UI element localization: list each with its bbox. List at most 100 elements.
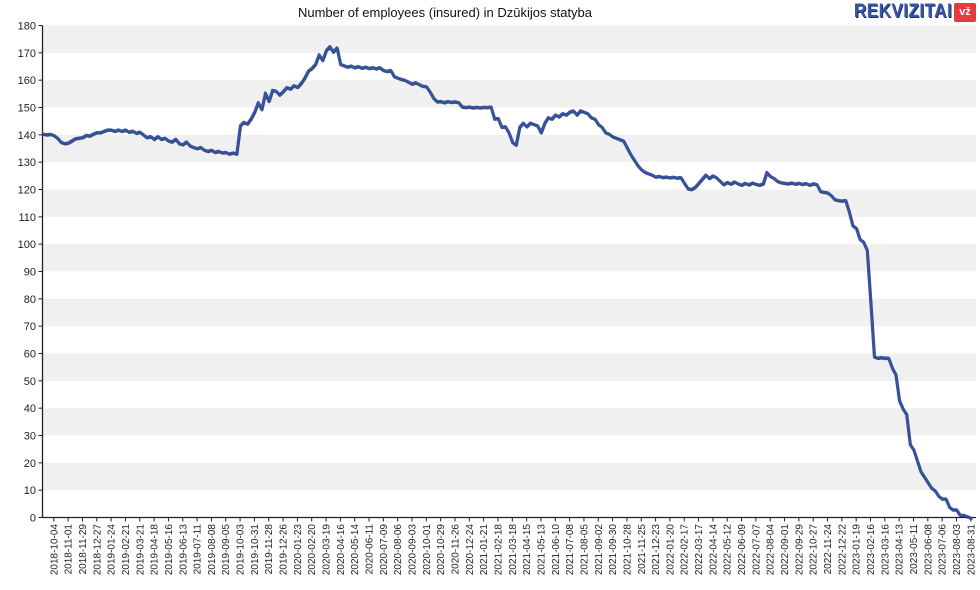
x-tick-label: 2021-10-28 (622, 524, 633, 576)
brand-logo[interactable]: REKVIZITAI vž (843, 2, 976, 22)
y-tick-label: 170 (18, 48, 36, 60)
brand-name: REKVIZITAI (853, 1, 952, 22)
x-tick-label: 2019-08-08 (207, 524, 218, 576)
x-tick-label: 2021-12-23 (651, 524, 662, 576)
x-tick-label: 2022-06-09 (737, 524, 748, 576)
x-tick-label: 2018-11-01 (64, 524, 75, 575)
x-tick-label: 2020-11-26 (450, 524, 461, 575)
x-tick-label: 2021-09-02 (594, 524, 605, 576)
x-tick-label: 2022-09-29 (794, 524, 805, 576)
plot-band (42, 80, 976, 108)
x-tick-label: 2019-10-03 (236, 524, 247, 576)
x-tick-label: 2022-02-17 (680, 524, 691, 576)
y-tick-label: 100 (18, 239, 36, 251)
x-tick-label: 2022-08-04 (766, 524, 777, 576)
y-tick-label: 0 (30, 513, 36, 525)
plot-band (42, 353, 976, 381)
x-tick-label: 2022-01-20 (665, 524, 676, 576)
x-tick-label: 2022-03-17 (694, 524, 705, 576)
y-tick-label: 140 (18, 130, 36, 142)
y-tick-label: 110 (18, 212, 36, 224)
plot-band (42, 134, 976, 163)
x-tick-label: 2020-07-09 (379, 524, 390, 576)
plot-band (42, 189, 976, 217)
x-tick-label: 2019-06-13 (178, 524, 189, 576)
x-tick-label: 2022-11-24 (823, 524, 834, 575)
x-tick-label: 2023-02-16 (866, 524, 877, 576)
x-tick-label: 2023-08-03 (952, 524, 963, 576)
y-tick-label: 40 (24, 403, 36, 415)
x-tick-label: 2019-12-26 (279, 524, 290, 576)
x-tick-label: 2021-02-18 (493, 524, 504, 576)
x-tick-label: 2022-10-27 (809, 524, 820, 576)
x-tick-label: 2023-05-11 (909, 524, 920, 575)
y-tick-label: 70 (24, 321, 36, 333)
y-tick-label: 10 (24, 485, 36, 497)
x-tick-label: 2019-04-18 (150, 524, 161, 576)
x-tick-label: 2019-01-24 (107, 524, 118, 576)
x-tick-label: 2021-09-30 (608, 524, 619, 576)
chart-line-shadow (41, 45, 973, 521)
chart-line (41, 44, 972, 519)
x-tick-label: 2019-07-11 (193, 524, 204, 575)
x-tick-label: 2023-08-31 (966, 524, 977, 576)
x-tick-label: 2023-01-19 (852, 524, 863, 576)
x-tick-label: 2022-12-22 (837, 524, 848, 576)
x-tick-label: 2020-03-19 (322, 524, 333, 576)
x-tick-label: 2020-05-14 (350, 524, 361, 576)
x-tick-label: 2020-06-11 (365, 524, 376, 575)
plot-band (42, 462, 976, 491)
x-tick-label: 2020-04-16 (336, 524, 347, 576)
x-tick-label: 2020-09-03 (408, 524, 419, 576)
y-tick-label: 80 (24, 294, 36, 306)
x-tick-label: 2022-04-14 (708, 524, 719, 576)
x-tick-label: 2019-10-31 (250, 524, 261, 576)
x-tick-label: 2018-12-27 (92, 524, 103, 576)
x-tick-label: 2023-07-06 (938, 524, 949, 576)
x-tick-label: 2022-05-12 (723, 524, 734, 576)
x-tick-label: 2019-11-28 (264, 524, 275, 575)
x-tick-label: 2021-07-08 (565, 524, 576, 576)
x-tick-label: 2018-10-04 (49, 524, 60, 576)
x-tick-label: 2021-05-13 (536, 524, 547, 576)
x-tick-label: 2019-03-21 (135, 524, 146, 576)
y-tick-label: 120 (18, 185, 36, 197)
y-tick-label: 150 (18, 103, 36, 115)
x-tick-label: 2023-04-13 (895, 524, 906, 576)
x-tick-label: 2019-09-05 (221, 524, 232, 576)
x-tick-label: 2021-04-15 (522, 524, 533, 576)
x-tick-label: 2021-01-21 (479, 524, 490, 576)
x-tick-label: 2022-07-07 (751, 524, 762, 576)
plot-band (42, 25, 976, 53)
x-tick-label: 2019-05-16 (164, 524, 175, 576)
y-tick-label: 90 (24, 267, 36, 279)
x-tick-label: 2018-11-29 (78, 524, 89, 575)
x-tick-label: 2020-10-29 (436, 524, 447, 576)
x-tick-label: 2020-10-01 (422, 524, 433, 576)
brand-vz-badge: vž (954, 2, 976, 22)
x-tick-label: 2021-06-10 (551, 524, 562, 576)
x-tick-label: 2020-02-20 (307, 524, 318, 576)
plot-band (42, 244, 976, 272)
x-tick-label: 2023-06-08 (923, 524, 934, 576)
y-tick-label: 60 (24, 349, 36, 361)
x-tick-label: 2021-08-05 (579, 524, 590, 576)
plot-band (42, 298, 976, 327)
y-tick-label: 50 (24, 376, 36, 388)
y-tick-label: 160 (18, 75, 36, 87)
plot-band (42, 408, 976, 436)
chart-title: Number of employees (insured) in Dzūkijo… (297, 5, 593, 20)
x-tick-label: 2020-08-06 (393, 524, 404, 576)
y-tick-label: 130 (18, 157, 36, 169)
x-tick-label: 2021-03-18 (508, 524, 519, 576)
x-tick-label: 2020-01-23 (293, 524, 304, 576)
x-tick-label: 2023-03-16 (880, 524, 891, 576)
y-tick-label: 20 (24, 458, 36, 470)
y-tick-label: 180 (18, 21, 36, 33)
x-tick-label: 2022-09-01 (780, 524, 791, 576)
x-tick-label: 2019-02-21 (121, 524, 132, 576)
x-tick-label: 2021-11-25 (637, 524, 648, 575)
y-tick-label: 30 (24, 431, 36, 443)
